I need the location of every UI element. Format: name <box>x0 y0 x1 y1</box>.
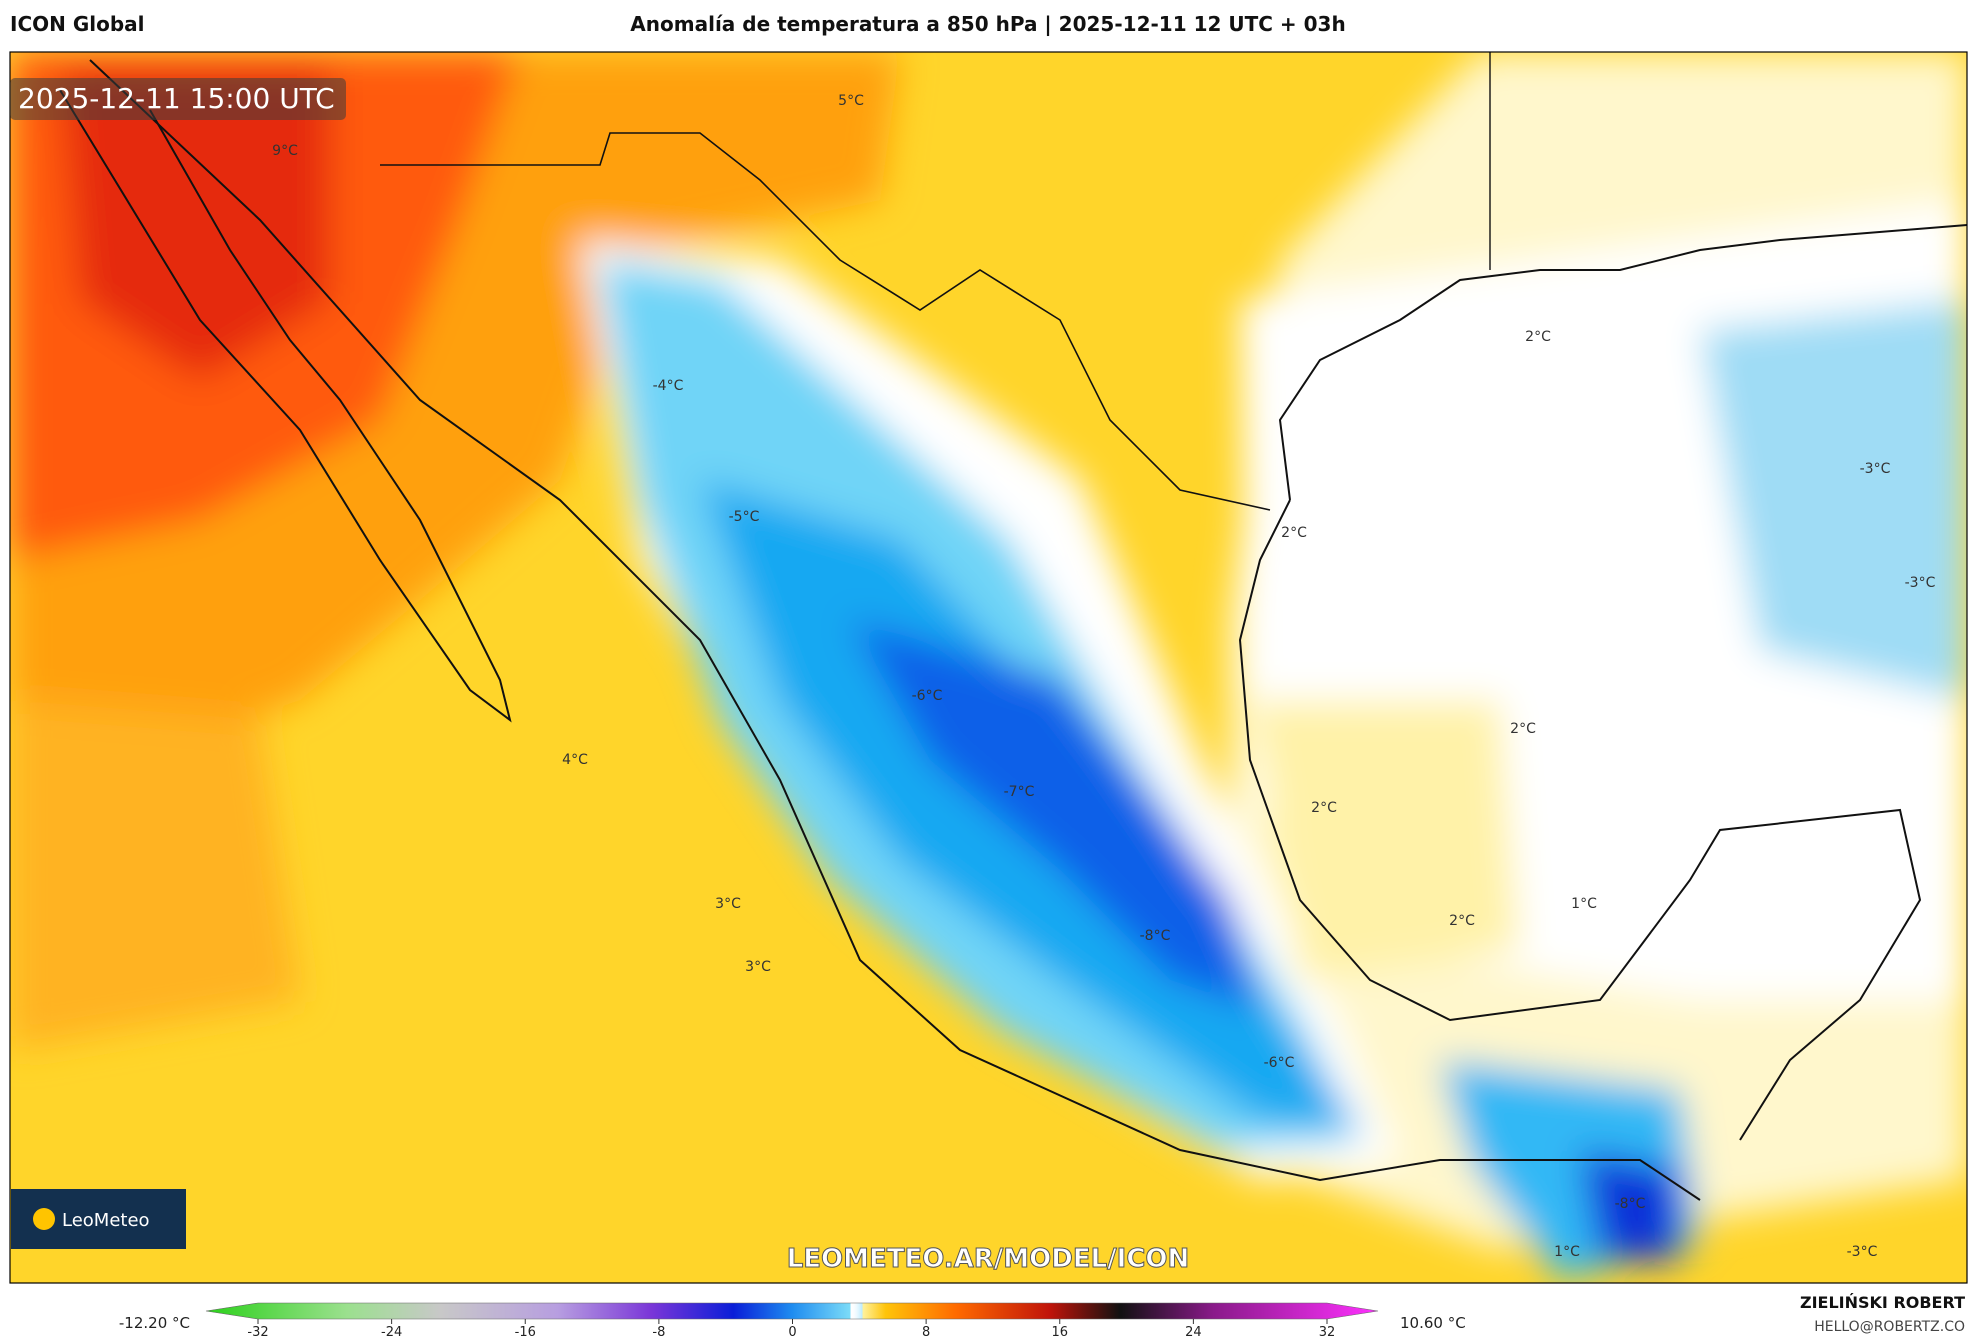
map-label: 4°C <box>562 752 588 768</box>
map-label: 2°C <box>1510 721 1536 737</box>
map-label: -5°C <box>729 509 760 525</box>
colorbar-tick-label: 8 <box>922 1325 930 1339</box>
map-label: -3°C <box>1905 575 1936 591</box>
map-frame <box>9 51 1968 1284</box>
colorbar-tick-label: 24 <box>1185 1325 1202 1339</box>
colorbar-tick-label: 0 <box>788 1325 796 1339</box>
timestamp: 2025-12-11 15:00 UTC <box>18 82 335 115</box>
map-label: -3°C <box>1860 461 1891 477</box>
map-label: 1°C <box>1571 896 1597 912</box>
map-label: 9°C <box>272 143 298 159</box>
logo-sun <box>33 1208 55 1230</box>
colorbar-tick-label: -8 <box>652 1325 665 1339</box>
timestamp-box <box>10 78 346 120</box>
map-label: -3°C <box>1847 1244 1878 1260</box>
map-label: 2°C <box>1449 913 1475 929</box>
map-label: 3°C <box>715 896 741 912</box>
map-label: 3°C <box>745 959 771 975</box>
map-label: 1°C <box>1554 1244 1580 1260</box>
colorbar-ramp <box>205 1302 1379 1320</box>
colorbar-min: -12.20 °C <box>119 1314 190 1332</box>
colorbar-max: 10.60 °C <box>1400 1314 1466 1332</box>
author-email: HELLO@ROBERTZ.CO <box>1814 1319 1965 1335</box>
map-label: 5°C <box>838 93 864 109</box>
colorbar: -12.20 °C 10.60 °C -32 -24 -16 -8 0 8 16 24 32 <box>119 1302 1466 1339</box>
coastlines <box>59 52 1967 1201</box>
author-name: ZIELIŃSKI ROBERT <box>1800 1293 1965 1312</box>
colorbar-tick-label: 16 <box>1051 1325 1068 1339</box>
map-label: -4°C <box>653 378 684 394</box>
map-label: -6°C <box>912 688 943 704</box>
map-label: 2°C <box>1281 525 1307 541</box>
watermark: LEOMETEO.AR/MODEL/ICON <box>787 1244 1190 1274</box>
map-label: -8°C <box>1615 1196 1646 1212</box>
map-label: 2°C <box>1311 800 1337 816</box>
anomaly-field <box>10 52 1967 1280</box>
map-label: -6°C <box>1264 1055 1295 1071</box>
map-label: 2°C <box>1525 329 1551 345</box>
colorbar-tick-label: -32 <box>247 1325 268 1339</box>
logo: LeoMeteo <box>62 1210 150 1231</box>
map-title: Anomalía de temperatura a 850 hPa | 2025… <box>630 12 1345 36</box>
colorbar-tick-label: 32 <box>1319 1325 1336 1339</box>
map <box>10 52 1967 1283</box>
map-labels: 2025-12-11 15:00 UTC 5°C 9°C -4°C -5°C -6°C 4… <box>10 78 1936 1260</box>
colorbar-tick-label: -24 <box>381 1325 402 1339</box>
map-label: -7°C <box>1004 784 1035 800</box>
colorbar-tick-label: -16 <box>515 1325 536 1339</box>
map-label: -8°C <box>1140 928 1171 944</box>
model-name: ICON Global <box>10 12 145 36</box>
